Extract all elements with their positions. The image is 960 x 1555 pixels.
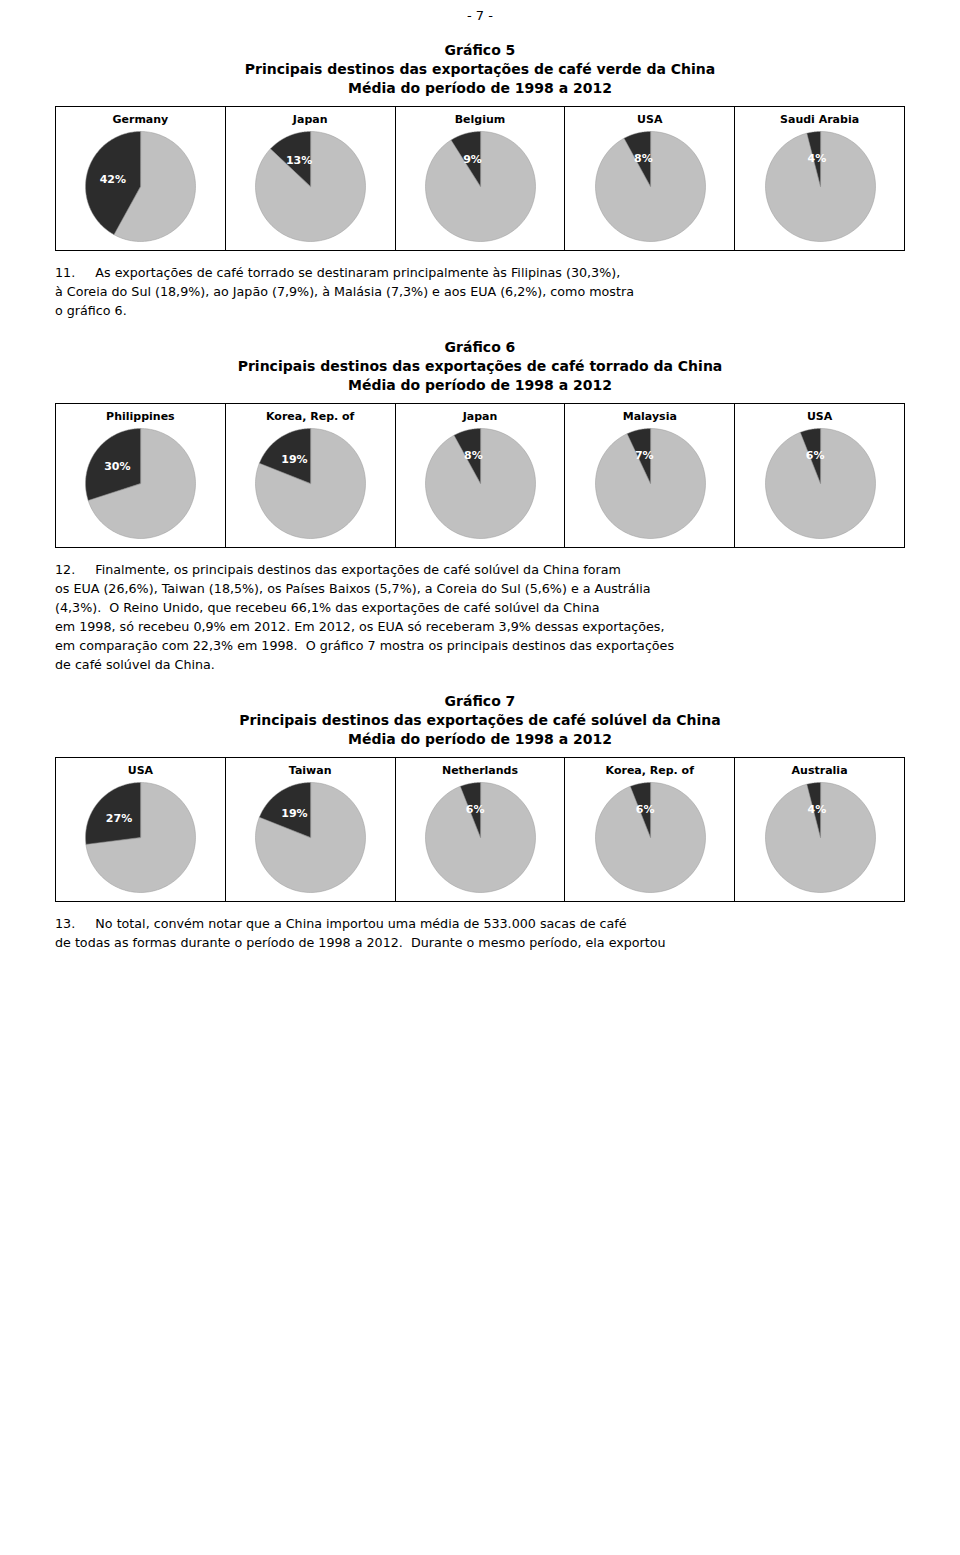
html-text:Australia: Australia [791, 764, 848, 777]
html-text:em comparação com 22,3% em 199: em comparação com 22,3% em 1998. O gráfi… [55, 638, 674, 653]
html-text:Germany: Germany [112, 113, 169, 126]
svg-text:6%: 6% [466, 803, 485, 816]
html-text:(4,3%). O Reino Unido, que rec: (4,3%). O Reino Unido, que recebeu 66,1%… [55, 600, 600, 615]
svg-text:9%: 9% [463, 153, 482, 166]
html-text:USA: USA [806, 410, 833, 423]
html-text:o gráfico 6.: o gráfico 6. [55, 303, 127, 318]
html-text:Média do período de 1998 a 201: Média do período de 1998 a 2012 [348, 377, 612, 393]
svg-text:6%: 6% [636, 803, 655, 816]
svg-text:8%: 8% [464, 449, 483, 462]
html-text:Principais destinos das export: Principais destinos das exportações de c… [237, 358, 723, 374]
html-text:Malaysia: Malaysia [622, 410, 677, 423]
svg-text:7%: 7% [635, 449, 654, 462]
html-text:de todas as formas durante o p: de todas as formas durante o período de … [55, 935, 666, 950]
html-text:11. As exportações de café tor: 11. As exportações de café torrado se de… [55, 265, 621, 280]
html-text:Netherlands: Netherlands [441, 764, 518, 777]
html-text:13. No total, convém notar que: 13. No total, convém notar que a China i… [55, 916, 627, 931]
html-text:Korea, Rep. of: Korea, Rep. of [605, 764, 694, 777]
html-text:à Coreia do Sul (18,9%), ao Ja: à Coreia do Sul (18,9%), ao Japão (7,9%)… [55, 284, 634, 299]
svg-text:42%: 42% [100, 173, 126, 186]
svg-text:30%: 30% [105, 460, 131, 473]
html-text:Japan: Japan [292, 113, 328, 126]
html-text:Korea, Rep. of: Korea, Rep. of [266, 410, 355, 423]
html-text:Taiwan: Taiwan [288, 764, 332, 777]
svg-text:27%: 27% [106, 812, 132, 825]
html-text:Gráfico 6: Gráfico 6 [444, 339, 516, 355]
html-text:Gráfico 7: Gráfico 7 [444, 693, 516, 709]
html-text:Principais destinos das export: Principais destinos das exportações de c… [244, 61, 716, 77]
html-text:USA: USA [127, 764, 154, 777]
svg-text:8%: 8% [634, 152, 653, 165]
html-text:Philippines: Philippines [106, 410, 175, 423]
html-text:Belgium: Belgium [454, 113, 506, 126]
svg-text:19%: 19% [281, 807, 307, 820]
html-text:12. Finalmente, os principais: 12. Finalmente, os principais destinos d… [55, 562, 621, 577]
svg-text:4%: 4% [807, 152, 826, 165]
html-text:- 7 -: - 7 - [467, 8, 493, 23]
html-text:Principais destinos das export: Principais destinos das exportações de c… [239, 712, 721, 728]
html-text:em 1998, só recebeu 0,9% em 20: em 1998, só recebeu 0,9% em 2012. Em 201… [55, 619, 665, 634]
svg-text:6%: 6% [805, 449, 824, 462]
svg-text:19%: 19% [281, 453, 307, 466]
html-text:Japan: Japan [462, 410, 498, 423]
html-text:Média do período de 1998 a 201: Média do período de 1998 a 2012 [348, 80, 612, 96]
html-text:os EUA (26,6%), Taiwan (18,5%): os EUA (26,6%), Taiwan (18,5%), os Paíse… [55, 581, 651, 596]
html-text:USA: USA [637, 113, 663, 126]
html-text:Média do período de 1998 a 201: Média do período de 1998 a 2012 [348, 731, 612, 747]
html-text:Gráfico 5: Gráfico 5 [444, 42, 516, 58]
svg-text:13%: 13% [286, 154, 312, 167]
html-text:Saudi Arabia: Saudi Arabia [780, 113, 860, 126]
svg-text:4%: 4% [807, 803, 826, 816]
html-text:de café solúvel da China.: de café solúvel da China. [55, 657, 215, 672]
